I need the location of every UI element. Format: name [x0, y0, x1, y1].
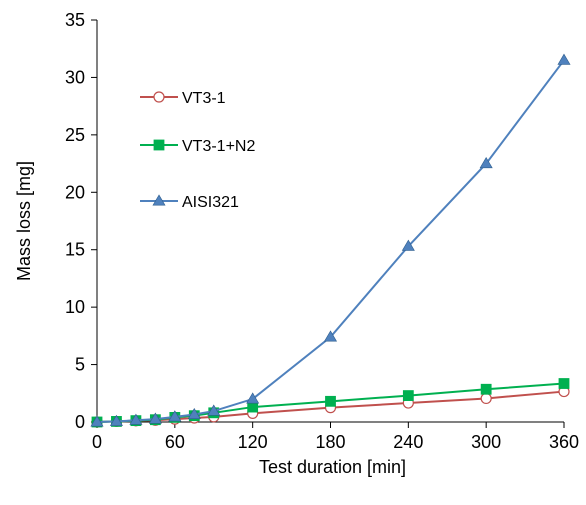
data-point [558, 378, 570, 389]
data-point [480, 383, 492, 395]
y-tick-label: 35 [65, 10, 85, 30]
y-tick-label: 10 [65, 297, 85, 317]
data-point [246, 392, 260, 404]
series-vt3-1-n2 [91, 378, 570, 428]
legend-marker [153, 91, 165, 103]
data-point [168, 410, 182, 422]
data-point [109, 414, 123, 426]
data-point [187, 407, 201, 420]
x-tick-label: 0 [92, 432, 102, 452]
legend-label: AISI321 [182, 194, 239, 211]
legend-label: VT3-1 [182, 90, 226, 107]
series-layer [90, 53, 571, 428]
data-point [479, 156, 493, 169]
y-tick-label: 30 [65, 67, 85, 87]
y-axis-title: Mass loss [mg] [14, 161, 34, 281]
data-point [323, 330, 338, 342]
legend: VT3-1 VT3-1+N2 AISI321 [140, 90, 255, 211]
series-vt3-1 [91, 385, 570, 428]
legend-marker [153, 139, 165, 151]
data-point [129, 413, 143, 425]
data-point [557, 53, 571, 65]
x-tick-label: 240 [393, 432, 423, 452]
legend-marker [152, 194, 166, 206]
y-tick-label: 25 [65, 125, 85, 145]
y-tick-label: 15 [65, 240, 85, 260]
x-tick-label: 180 [315, 432, 345, 452]
y-tick-label: 0 [75, 412, 85, 432]
x-tick-label: 300 [471, 432, 501, 452]
axes: 0 5 10 15 20 25 30 35 0 60 120 180 240 300 360 [65, 10, 579, 452]
data-point [402, 390, 414, 401]
x-tick-label: 360 [549, 432, 579, 452]
x-tick-label: 60 [165, 432, 185, 452]
legend-label: VT3-1+N2 [182, 138, 255, 155]
series-line [96, 59, 565, 423]
data-point [90, 415, 104, 427]
data-point [325, 395, 336, 407]
data-point [148, 412, 162, 424]
x-axis-title: Test duration [min] [259, 457, 406, 477]
y-tick-label: 5 [75, 355, 85, 375]
data-point [247, 401, 259, 413]
y-tick-label: 20 [65, 182, 85, 202]
legend-entry: AISI321 [140, 194, 239, 211]
legend-entry: VT3-1 [140, 90, 226, 107]
data-point [480, 392, 492, 405]
x-tick-label: 120 [238, 432, 268, 452]
data-point [207, 404, 221, 416]
series-aisi321 [90, 53, 571, 427]
legend-entry: VT3-1+N2 [140, 138, 255, 155]
data-point [401, 239, 415, 251]
